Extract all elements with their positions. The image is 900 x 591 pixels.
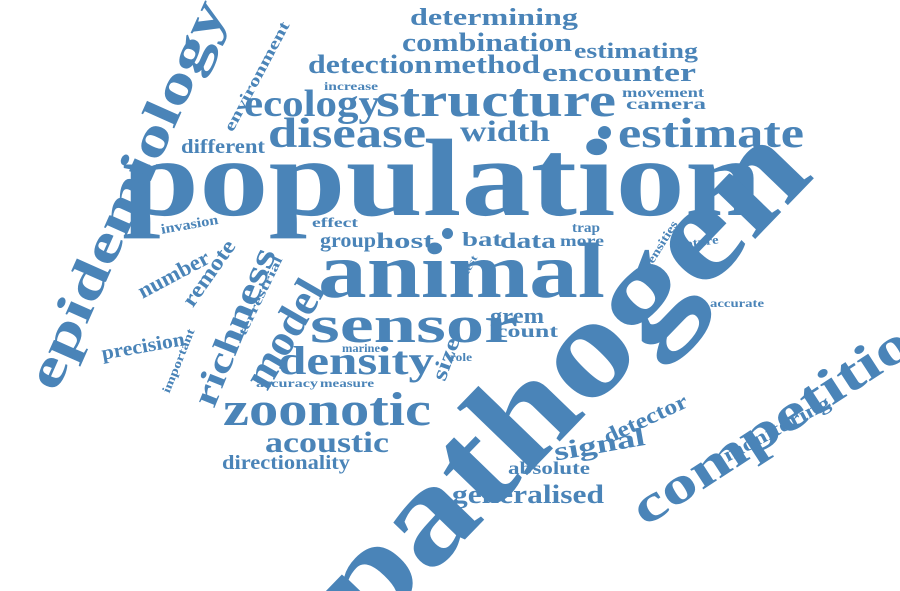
bullet-dot [442,228,453,239]
word-acoustic: acoustic [265,426,390,459]
word-absolute: absolute [508,458,590,478]
word-zoonotic: zoonotic [223,383,431,436]
word-trap: trap [572,221,601,236]
word-more: more [560,233,604,250]
word-data: data [500,228,557,253]
word-grem: grem [490,303,544,328]
word-role: role [450,350,473,364]
word-sensor: sensor [310,297,518,354]
word-effect: effect [312,216,359,231]
word-accurate: accurate [710,296,764,310]
word-accuracy: accuracy [256,376,319,390]
word-encounter: encounter [542,58,697,87]
word-bat: bat [462,229,502,251]
word-method: method [434,50,541,79]
word-estimating: estimating [574,38,698,63]
word-directionality: directionality [222,452,351,474]
word-marine: marine [342,341,381,355]
word-population: population [122,117,763,239]
word-animal: animal [318,227,605,314]
word-generalised: generalised [452,480,604,509]
word-increase: increase [324,79,378,93]
word-structure: structure [376,74,616,127]
word-density: density [278,338,435,383]
word-different: different [181,136,266,158]
word-determining: determining [410,5,579,31]
word-movement: movement [622,86,705,101]
word-combination: combination [402,28,573,57]
word-camera: camera [626,96,707,113]
word-host: host [376,228,434,253]
word-estimate: estimate [618,111,804,157]
word-group: group [320,230,376,252]
word-detection: detection [308,50,433,79]
word-disease: disease [268,111,427,157]
word-measure: measure [320,376,374,390]
word-width: width [460,115,550,148]
word-ecology: ecology [244,83,380,125]
bullet-dot [598,126,611,139]
word-count: count [496,321,558,341]
